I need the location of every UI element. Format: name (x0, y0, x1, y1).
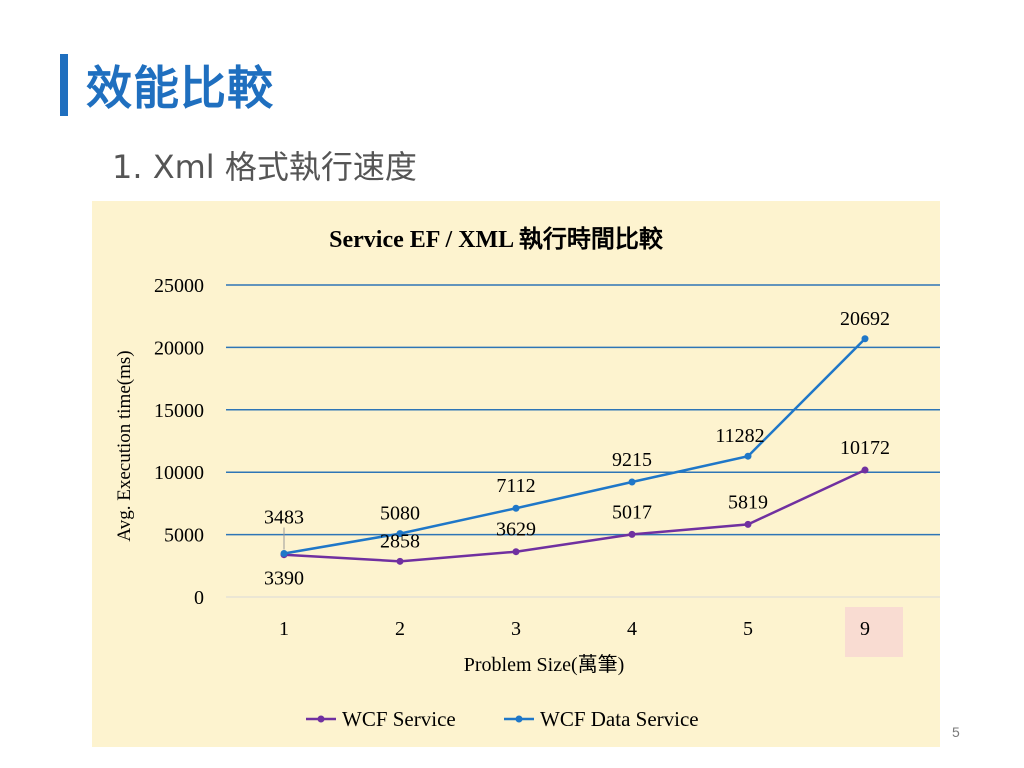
data-point (628, 478, 636, 486)
data-label: 3483 (264, 507, 304, 529)
data-label: 3390 (264, 568, 304, 590)
title-accent-bar (60, 54, 68, 116)
x-axis-label: Problem Size(萬筆) (464, 653, 625, 676)
y-axis-label: Avg. Execution time(ms) (114, 350, 135, 541)
y-tick-label: 0 (194, 587, 204, 609)
slide-title: 效能比較 (86, 61, 274, 115)
series-line-wcf-service (283, 468, 866, 563)
data-point (512, 504, 520, 512)
line-chart: Service EF / XML 執行時間比較 Avg. Execution t… (92, 201, 940, 747)
y-tick-labels: 0 5000 10000 15000 20000 25000 (154, 275, 204, 609)
legend: WCF Service WCF Data Service (306, 707, 699, 731)
y-tick-label: 5000 (164, 525, 204, 547)
x-tick-label: 1 (279, 618, 289, 640)
data-point (628, 530, 636, 538)
x-tick-label: 5 (743, 618, 753, 640)
highlighted-category-box (845, 607, 903, 657)
data-point (744, 520, 752, 528)
data-label-layer: 3390 2858 3629 5017 5819 10172 3483 5080 7112 921… (264, 308, 890, 590)
data-point (861, 335, 869, 343)
legend-label: WCF Service (342, 707, 456, 731)
data-label: 9215 (612, 449, 652, 471)
page-number: 5 (952, 724, 960, 740)
data-label: 2858 (380, 530, 420, 552)
series-line-wcf-data-service (283, 337, 866, 555)
data-point (512, 548, 520, 556)
chart-title: Service EF / XML 執行時間比較 (329, 225, 664, 253)
x-tick-labels: 1 2 3 4 5 9 (279, 607, 903, 657)
data-point (396, 530, 404, 538)
data-label: 5080 (380, 503, 420, 525)
series-layer (280, 335, 869, 565)
data-label: 7112 (496, 475, 535, 497)
x-tick-label: 4 (627, 618, 637, 640)
legend-marker (515, 715, 523, 723)
y-tick-label: 15000 (154, 400, 204, 422)
y-tick-label: 25000 (154, 275, 204, 297)
data-point (861, 466, 869, 474)
legend-marker (317, 715, 325, 723)
data-point (280, 550, 288, 558)
grid-layer (226, 284, 940, 598)
x-tick-label: 9 (860, 618, 870, 640)
data-label: 20692 (840, 308, 890, 330)
legend-label: WCF Data Service (540, 707, 699, 731)
y-tick-label: 20000 (154, 337, 204, 359)
data-label: 3629 (496, 519, 536, 541)
data-point (744, 452, 752, 460)
data-label: 10172 (840, 437, 890, 459)
chart-container: Service EF / XML 執行時間比較 Avg. Execution t… (92, 201, 940, 747)
slide-subtitle: 1. Xml 格式執行速度 (112, 148, 417, 186)
data-label: 5017 (612, 501, 652, 523)
data-point (396, 557, 404, 565)
x-tick-label: 3 (511, 618, 521, 640)
x-tick-label: 2 (395, 618, 405, 640)
data-label: 11282 (715, 425, 764, 447)
data-label: 5819 (728, 491, 768, 513)
chart-background (92, 201, 940, 747)
y-tick-label: 10000 (154, 462, 204, 484)
